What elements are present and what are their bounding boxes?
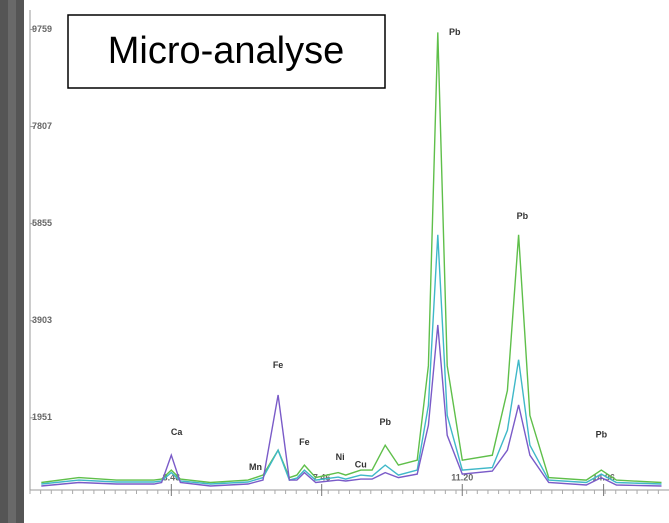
peak-label: Pb xyxy=(379,417,391,427)
peak-label: Mn xyxy=(249,462,262,472)
spectrum-line xyxy=(41,32,662,484)
peak-label: Ni xyxy=(336,452,345,462)
peak-label: Pb xyxy=(596,430,608,440)
y-tick-label: 1951 xyxy=(32,412,52,422)
spectrum-line xyxy=(41,234,662,485)
x-tick-label: 14.96 xyxy=(592,472,615,482)
x-tick-label: 3.46 xyxy=(163,472,181,482)
y-tick-label: 7807 xyxy=(32,121,52,131)
peak-label: Pb xyxy=(517,211,529,221)
x-tick-label: 11.20 xyxy=(451,472,473,482)
spectrum-line xyxy=(41,324,662,487)
y-tick-label: 9759 xyxy=(32,24,52,34)
title-box xyxy=(67,14,386,89)
chart-title: Micro-analyse xyxy=(108,30,345,72)
y-tick-label: 3903 xyxy=(32,315,52,325)
peak-label: Fe xyxy=(299,437,310,447)
micrograph-texture xyxy=(8,0,16,523)
x-tick-label: 7.46 xyxy=(313,472,331,482)
peak-label: Ca xyxy=(171,427,183,437)
peak-label: Fe xyxy=(273,360,284,370)
y-tick-label: 5855 xyxy=(32,218,52,228)
peak-label: Pb xyxy=(449,27,461,37)
peak-label: Cu xyxy=(355,460,367,470)
